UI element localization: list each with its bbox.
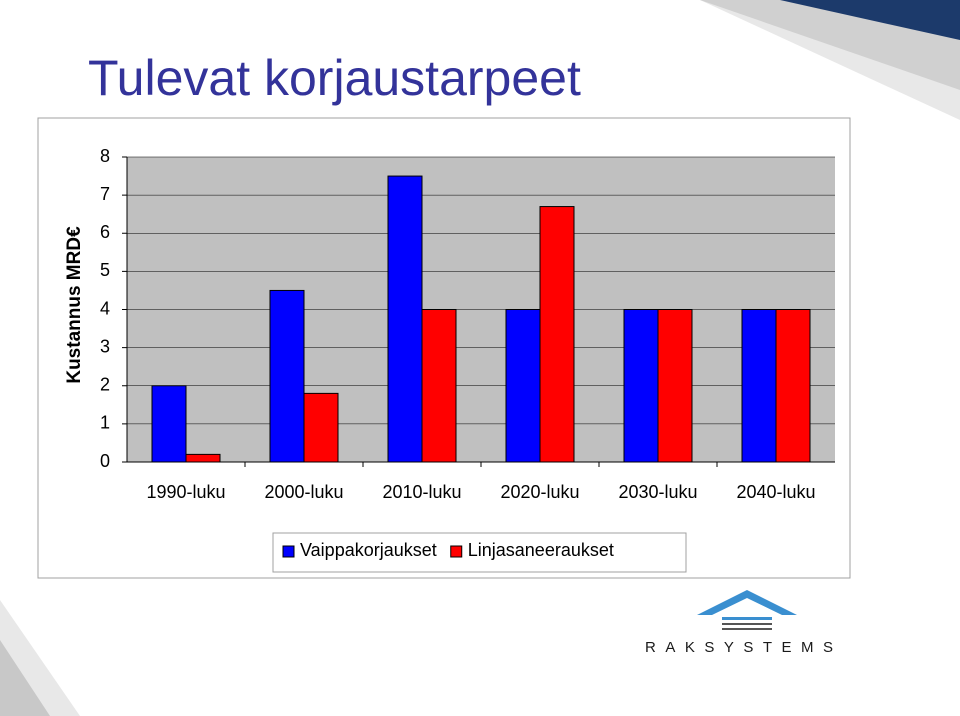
logo: RAKSYSTEMS bbox=[645, 590, 843, 656]
bar bbox=[387, 175, 423, 463]
bar bbox=[151, 385, 187, 463]
bar bbox=[303, 392, 339, 463]
bar bbox=[657, 309, 693, 463]
y-tick-label: 6 bbox=[100, 222, 110, 242]
bar bbox=[421, 309, 457, 463]
legend-swatch bbox=[282, 545, 295, 558]
logo-text: RAKSYSTEMS bbox=[645, 639, 843, 656]
y-tick-label: 5 bbox=[100, 260, 110, 280]
legend-label: Vaippakorjaukset bbox=[300, 540, 437, 560]
x-tick-label: 2040-luku bbox=[736, 482, 815, 502]
slide-title: Tulevat korjaustarpeet bbox=[88, 50, 581, 106]
bar bbox=[505, 309, 541, 463]
x-tick-label: 2030-luku bbox=[618, 482, 697, 502]
bar bbox=[775, 309, 811, 463]
legend-box bbox=[272, 532, 687, 573]
bar bbox=[623, 309, 659, 463]
y-tick-label: 4 bbox=[100, 298, 110, 318]
bar bbox=[185, 453, 221, 463]
x-tick-label: 2000-luku bbox=[264, 482, 343, 502]
y-tick-label: 7 bbox=[100, 184, 110, 204]
y-tick-label: 0 bbox=[100, 451, 110, 471]
y-tick-label: 1 bbox=[100, 413, 110, 433]
legend-label: Linjasaneeraukset bbox=[468, 540, 614, 560]
x-tick-label: 1990-luku bbox=[146, 482, 225, 502]
bar bbox=[539, 206, 575, 463]
y-tick-label: 2 bbox=[100, 375, 110, 395]
y-axis-label: Kustannus MRD€ bbox=[64, 226, 85, 384]
y-tick-label: 3 bbox=[100, 336, 110, 356]
x-tick-label: 2010-luku bbox=[382, 482, 461, 502]
x-tick-label: 2020-luku bbox=[500, 482, 579, 502]
bar bbox=[269, 289, 305, 463]
y-tick-label: 8 bbox=[100, 146, 110, 166]
legend-swatch bbox=[450, 545, 463, 558]
bar bbox=[741, 309, 777, 463]
